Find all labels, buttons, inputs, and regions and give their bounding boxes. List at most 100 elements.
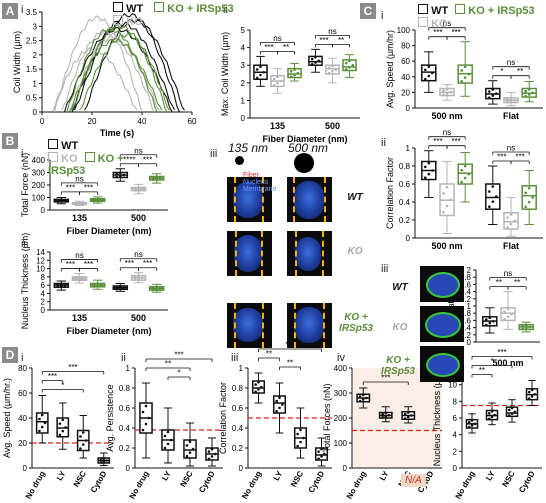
B-i-group-label-0: 135 (72, 213, 87, 223)
D-i-g2-point-1 (81, 443, 85, 446)
b-iii-legend-nucleus: Nucleus (243, 179, 269, 186)
C-ii-g1-s2-point-1 (527, 200, 531, 204)
D-i-g3-point-0 (99, 461, 103, 464)
C-i-group-label-1: Flat (503, 111, 519, 121)
D-iii-ytick-label-3: 0.6 (232, 404, 244, 413)
B-i-g0-s0-point-4 (60, 198, 63, 201)
C-ii-g1-s0-point-1 (491, 200, 495, 203)
C-ii-g1-s2-point-0 (524, 205, 527, 209)
A-ii-ytick-label-4: 4 (241, 44, 246, 53)
A-i-series-1-curve-3 (51, 46, 138, 113)
B-i-g1-s0-point-0 (115, 175, 119, 179)
D-ii-g1-point-2 (169, 438, 173, 442)
B-ii-g0-s2-point-0 (92, 285, 96, 288)
panel-label-d: D (2, 347, 18, 363)
b-iii-legend-fiber: Fiber (243, 172, 259, 179)
c-iii-ko-image (420, 306, 464, 342)
A-i-series-0-curve-0 (63, 26, 173, 113)
B-ii-g1-s2-point-1 (155, 287, 158, 291)
A-ii-sig-label-3: *** (319, 36, 328, 45)
D-iv-sig-label-0: *** (381, 374, 390, 383)
D-v-sig-label-2: *** (497, 348, 506, 357)
C-iii-g0-s0-point-1 (488, 321, 492, 325)
legend-c-rescue: KO + IRSp53 (468, 5, 535, 17)
B-i-ytick-label-3: 300 (32, 169, 46, 178)
D-ii-sig-label-2: *** (174, 351, 183, 360)
D-ii-g3-point-3 (207, 450, 211, 453)
B-ii-g0-s2-point-2 (99, 283, 103, 287)
D-iii-g0-point-0 (254, 390, 257, 394)
C-ii-g0-s2-point-0 (460, 180, 464, 184)
D-i-g0-point-0 (38, 429, 41, 433)
C-ii-g0-s2-point-1 (463, 176, 467, 180)
A-ii-g0-s2-point-0 (289, 75, 293, 78)
B-i-sig-label-1: *** (84, 183, 93, 192)
D-ii-ytick-label-2: 0.4 (119, 424, 131, 433)
D-v-ytick-label-2: 4 (453, 431, 458, 440)
C-i-g1-s2-point-4 (527, 88, 531, 91)
A-ii-g0-s0-point-3 (255, 68, 259, 71)
C-i-ytick-label-2: 40 (401, 73, 410, 82)
D-iii-ytick-label-4: 0.8 (232, 384, 244, 393)
D-v-g0-point-4 (470, 419, 474, 422)
D-iv-g0-point-1 (361, 398, 365, 401)
C-ii-group-label-1: Flat (503, 241, 519, 251)
b-iii-col-135: 135 nm (228, 141, 269, 155)
B-ii-g1-s0-point-1 (119, 286, 122, 290)
B-i-ytick-label-1: 100 (32, 194, 46, 203)
legend-a-rescue: KO + IRSp53 (167, 3, 234, 15)
D-v-group-label-0: No drug (454, 469, 477, 500)
D-ii-ytick-label-3: 0.6 (119, 404, 131, 413)
D-iv-g0-point-2 (365, 396, 368, 400)
B-ii-sig-label-0: *** (66, 260, 75, 269)
B-ii-g1-s0-point-0 (115, 287, 119, 291)
B-i-sig-label-0: *** (66, 183, 75, 192)
c-iii-row-ko: KO (392, 322, 408, 333)
C-i-g1-s1-point-4 (509, 97, 513, 100)
A-ii-g1-s1-point-2 (334, 68, 338, 71)
A-ii-g1-s1-point-1 (331, 70, 334, 73)
C-ii-sig-label-3: *** (497, 153, 506, 162)
C-i-g0-s1-point-2 (449, 90, 452, 94)
D-v-sig-label-0: ** (479, 366, 485, 375)
D-v-g1-point-0 (487, 417, 491, 421)
C-iii-g0-s1-point-3 (503, 310, 506, 313)
B-ii-g0-s1-point-3 (74, 276, 78, 280)
D-v-g1-point-3 (487, 411, 491, 415)
B-i-g1-s2-point-4 (155, 175, 158, 179)
subpanel-b-iii: iii (210, 148, 218, 160)
C-ii-g0-s0-point-4 (427, 162, 431, 165)
D-ii-g0-point-4 (144, 404, 148, 408)
D-ii-group-label-1: LY (160, 469, 173, 482)
B-ii-g1-s2-point-3 (151, 286, 155, 290)
C-ii-g0-s2-point-3 (460, 168, 464, 172)
B-i-g1-s2-point-0 (151, 178, 155, 181)
C-iii-ylabel: Invagination AR (446, 274, 456, 338)
C-ii-sig-label-5: ns (507, 144, 515, 153)
B-ii-ytick-label-1: 2 (41, 298, 46, 307)
A-ii-g1-s0-point-4 (314, 55, 317, 59)
D-ii-g1-point-1 (166, 442, 170, 446)
b-iii-rescue-500-image (287, 303, 332, 348)
B-i-g1-s0-point-4 (119, 171, 122, 175)
C-i-ytick-label-1: 20 (401, 88, 410, 97)
A-i-xtick-label-0: 0 (40, 117, 45, 126)
D-i-g0-point-2 (43, 421, 47, 425)
legend-c-ko: KO (431, 18, 448, 30)
B-i-sig-label-5: ns (134, 146, 142, 155)
D-iii-ytick-label-5: 1 (239, 364, 244, 373)
D-ii-sig-label-0: * (177, 369, 180, 378)
legend-a-wt: WT (126, 3, 144, 15)
B-i-g0-s2-point-2 (99, 198, 103, 202)
C-i-g1-s1-point-1 (509, 99, 513, 103)
D-v-ytick-label-4: 8 (453, 397, 458, 406)
B-i-ytick-label-2: 200 (32, 181, 46, 190)
D-i-g2-point-2 (84, 439, 88, 442)
b-iii-row-ko: KO (347, 246, 363, 257)
C-i-ytick-label-5: 100 (397, 26, 411, 35)
D-ii-group-label-3: CytoD (197, 469, 217, 494)
D-iv-g1-point-0 (381, 416, 384, 419)
A-ii-g0-s2-point-4 (293, 68, 296, 71)
D-iv-ytick-label-3: 300 (334, 389, 348, 398)
C-ii-g0-s2-point-4 (463, 164, 467, 168)
